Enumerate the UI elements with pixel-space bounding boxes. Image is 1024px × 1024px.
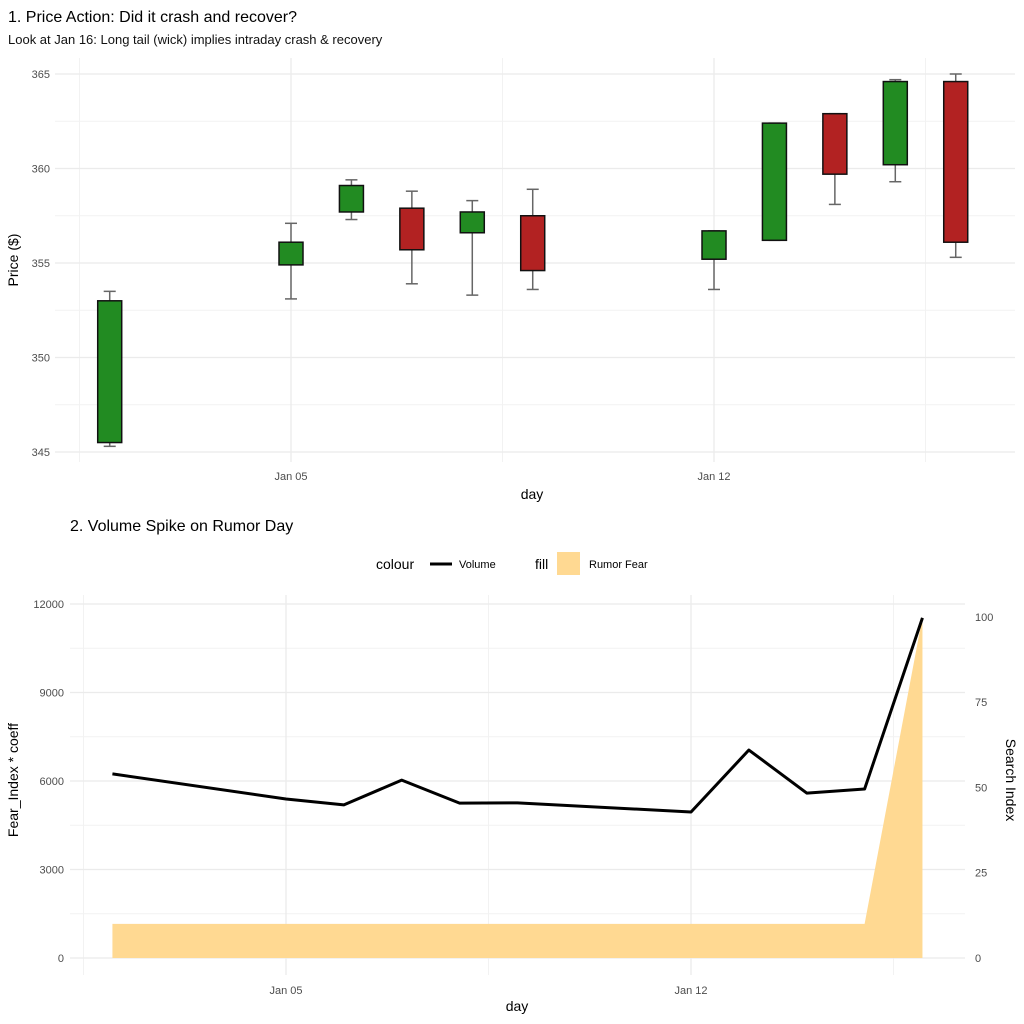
candle-body-up [278,241,304,266]
chart1-title: 1. Price Action: Did it crash and recove… [8,9,297,26]
y-tick-label: 0 [58,953,64,965]
candle-body-down [399,207,425,251]
y-tick-label: 3000 [40,865,64,877]
x-tick-label: Jan 05 [274,471,307,483]
chart1-xlabel: day [521,486,544,502]
candle-body-down [822,112,848,175]
y-tick-label: 345 [32,447,50,459]
y2-tick-label: 50 [975,782,987,794]
chart2-y2label: Search Index [1003,739,1019,822]
y2-tick-label: 0 [975,953,981,965]
price-panel: 345 350 355 360 365 Jan 05 Jan 12 [32,58,1015,483]
candle-body-up [882,80,909,166]
legend-fear-key [557,552,580,575]
y-tick-label: 6000 [40,776,64,788]
x-tick-label: Jan 12 [697,471,730,483]
y2-tick-label: 75 [975,697,987,709]
legend-fear-label: Rumor Fear [589,559,648,571]
chart2-xlabel: day [506,998,529,1014]
x-tick-label: Jan 12 [675,985,708,997]
x-tick-label: Jan 05 [269,985,302,997]
y2-tick-label: 25 [975,868,987,880]
legend-colour-title: colour [376,556,414,572]
volume-panel: 0 3000 6000 9000 12000 0 25 50 75 100 Jan 05 Jan 12 [33,595,993,997]
chart1-ylabel: Price ($) [5,234,21,287]
legend-volume-label: Volume [459,559,496,571]
y-tick-label: 9000 [40,688,64,700]
chart2-title: 2. Volume Spike on Rumor Day [70,518,293,535]
legend-fill-title: fill [535,556,548,572]
y2-tick-label: 100 [975,612,993,624]
y-tick-label: 365 [32,69,50,81]
candle-body-up [459,211,486,234]
legend: colour Volume fill Rumor Fear [376,552,648,575]
candle-body-up [338,184,365,213]
candle-body-up [761,122,788,242]
candle-body-up [701,230,727,260]
candle-body-down [942,80,969,243]
chart1-subtitle: Look at Jan 16: Long tail (wick) implies… [8,32,383,47]
y-tick-label: 355 [32,258,50,270]
y-tick-label: 360 [32,164,50,176]
y-tick-label: 350 [32,353,50,365]
y-tick-label: 12000 [33,599,64,611]
volume-line [112,617,924,814]
chart2-ylabel: Fear_Index * coeff [5,723,21,837]
candle-body-down [519,215,546,272]
fear-area [112,616,923,958]
candle-body-up [96,300,123,444]
